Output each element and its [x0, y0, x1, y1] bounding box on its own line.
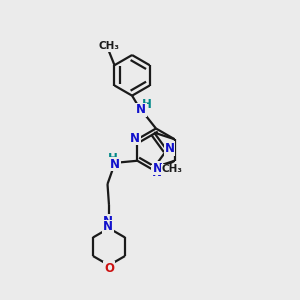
- Text: CH₃: CH₃: [98, 41, 119, 51]
- Text: H: H: [108, 152, 118, 166]
- Text: N: N: [103, 215, 113, 228]
- Text: O: O: [104, 262, 114, 275]
- Text: N: N: [153, 162, 163, 175]
- Text: N: N: [136, 103, 146, 116]
- Text: H: H: [142, 98, 152, 111]
- Text: N: N: [110, 158, 120, 170]
- Text: CH₃: CH₃: [162, 164, 183, 175]
- Text: N: N: [165, 142, 175, 155]
- Text: N: N: [152, 166, 162, 179]
- Text: N: N: [103, 220, 113, 233]
- Text: N: N: [130, 132, 140, 145]
